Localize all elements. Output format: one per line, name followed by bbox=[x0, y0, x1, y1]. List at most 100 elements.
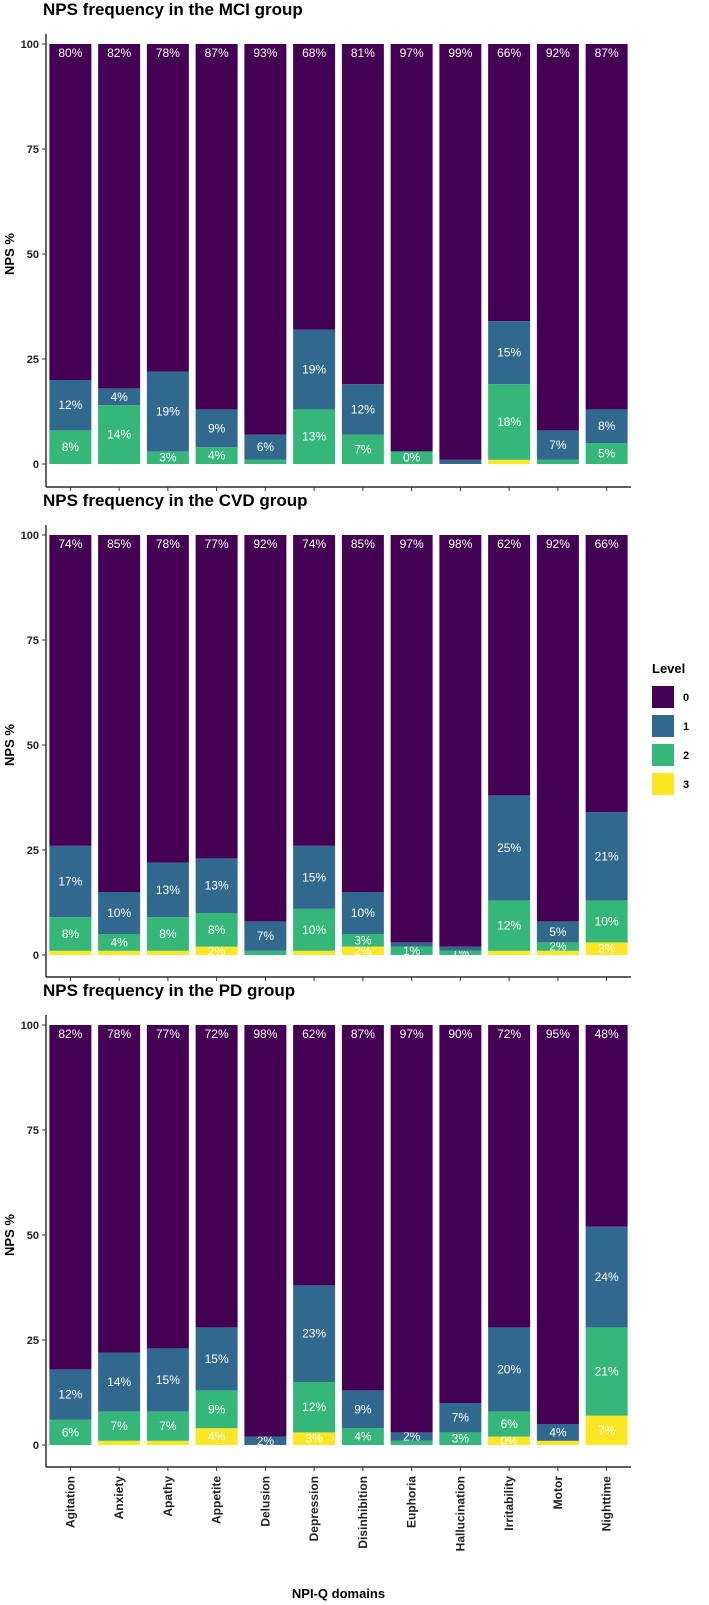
bar-irritability-level-2 bbox=[488, 384, 531, 460]
bar-apathy-level-2 bbox=[146, 451, 189, 464]
legend-swatch-level-1 bbox=[652, 715, 674, 737]
bar-delusion-level-0 bbox=[244, 535, 287, 922]
bar-irritability-level-0 bbox=[488, 44, 531, 322]
bar-nighttime-level-3 bbox=[585, 942, 628, 955]
bar-disinhibition-level-2 bbox=[341, 434, 384, 464]
bar-disinhibition-level-0 bbox=[341, 535, 384, 892]
bar-depression-level-1 bbox=[293, 845, 336, 909]
bar-euphoria-level-0 bbox=[390, 1025, 433, 1433]
bar-irritability-level-2 bbox=[488, 1411, 531, 1437]
bar-value-label: 98% bbox=[448, 537, 472, 551]
legend-swatch-level-3 bbox=[652, 773, 674, 795]
bar-apathy-level-3 bbox=[146, 1440, 189, 1445]
bar-hallucination-level-1 bbox=[439, 459, 482, 464]
bar-anxiety-level-0 bbox=[98, 44, 141, 389]
bar-irritability-level-1 bbox=[488, 1327, 531, 1412]
bar-irritability-level-3 bbox=[488, 459, 531, 464]
y-tick-label: 100 bbox=[21, 1020, 39, 1032]
bar-value-label: 14% bbox=[107, 428, 131, 442]
bar-value-label: 14% bbox=[107, 1375, 131, 1389]
x-tick-label-apathy: Apathy bbox=[161, 1476, 175, 1517]
x-tick-label-disinhibition: Disinhibition bbox=[356, 1476, 370, 1549]
bar-euphoria-level-1 bbox=[390, 942, 433, 947]
bar-euphoria-level-0 bbox=[390, 535, 433, 943]
bar-depression-level-0 bbox=[293, 535, 336, 846]
bar-irritability-level-3 bbox=[488, 950, 531, 955]
bar-agitation-level-1 bbox=[49, 380, 92, 431]
bar-motor-level-1 bbox=[536, 921, 579, 943]
legend-label-level-1: 1 bbox=[683, 721, 689, 733]
bar-value-label: 66% bbox=[497, 46, 521, 60]
bar-value-label: 3% bbox=[598, 942, 616, 956]
x-tick-label-delusion: Delusion bbox=[258, 1476, 272, 1527]
bar-motor-level-1 bbox=[536, 430, 579, 460]
bar-value-label: 19% bbox=[302, 363, 326, 377]
legend-swatch-level-2 bbox=[652, 744, 674, 766]
bar-value-label: 74% bbox=[302, 537, 326, 551]
bar-value-label: 24% bbox=[595, 1270, 619, 1284]
bar-disinhibition-level-0 bbox=[341, 1025, 384, 1391]
bar-hallucination-level-1 bbox=[439, 946, 482, 951]
bar-depression-level-3 bbox=[293, 1432, 336, 1445]
bar-hallucination-level-1 bbox=[439, 1403, 482, 1433]
y-tick-label: 0 bbox=[33, 950, 39, 962]
bar-value-label: 90% bbox=[448, 1027, 472, 1041]
bar-value-label: 80% bbox=[58, 46, 82, 60]
bar-motor-level-0 bbox=[536, 535, 579, 922]
bar-value-label: 98% bbox=[253, 1027, 277, 1041]
bar-value-label: 8% bbox=[62, 927, 80, 941]
bar-value-label: 4% bbox=[208, 1430, 226, 1444]
bar-value-label: 1% bbox=[403, 944, 421, 958]
bar-value-label: 68% bbox=[302, 46, 326, 60]
bar-value-label: 74% bbox=[58, 537, 82, 551]
bar-value-label: 6% bbox=[257, 440, 275, 454]
bar-value-label: 87% bbox=[595, 46, 619, 60]
bar-value-label: 92% bbox=[546, 46, 570, 60]
bar-value-label: 17% bbox=[58, 875, 82, 889]
bar-value-label: 7% bbox=[110, 1419, 128, 1433]
bar-value-label: 7% bbox=[159, 1419, 177, 1433]
bar-agitation-level-0 bbox=[49, 535, 92, 846]
bar-apathy-level-1 bbox=[146, 862, 189, 918]
bar-value-label: 13% bbox=[156, 883, 180, 897]
bar-disinhibition-level-2 bbox=[341, 934, 384, 947]
y-tick-label: 25 bbox=[27, 845, 39, 857]
legend-label-level-2: 2 bbox=[683, 750, 689, 762]
y-tick-label: 100 bbox=[21, 39, 39, 51]
bar-agitation-level-2 bbox=[49, 1419, 92, 1445]
bar-appetite-level-1 bbox=[195, 1327, 238, 1391]
legend-title: Level bbox=[652, 661, 685, 676]
bar-value-label: 87% bbox=[205, 46, 229, 60]
bar-value-label: 5% bbox=[598, 447, 616, 461]
bar-nighttime-level-2 bbox=[585, 443, 628, 464]
bar-value-label: 4% bbox=[354, 1430, 372, 1444]
bar-agitation-level-2 bbox=[49, 430, 92, 464]
y-tick-label: 75 bbox=[27, 144, 39, 156]
bar-depression-level-2 bbox=[293, 908, 336, 951]
bar-value-label: 8% bbox=[62, 440, 80, 454]
bar-value-label: 97% bbox=[400, 537, 424, 551]
bar-value-label: 95% bbox=[546, 1027, 570, 1041]
bar-value-label: 72% bbox=[497, 1027, 521, 1041]
chart-panel-2: NPS frequency in the CVD group NPS % 0 25 50… bbox=[2, 491, 631, 981]
bar-delusion-level-1 bbox=[244, 434, 287, 460]
x-axis-label: NPI-Q domains bbox=[292, 1586, 385, 1601]
bar-appetite-level-2 bbox=[195, 913, 238, 947]
bar-value-label: 48% bbox=[595, 1027, 619, 1041]
bar-motor-level-2 bbox=[536, 459, 579, 464]
bar-agitation-level-3 bbox=[49, 950, 92, 955]
bar-hallucination-level-2 bbox=[439, 1432, 482, 1445]
bar-apathy-level-1 bbox=[146, 1348, 189, 1412]
bar-value-label: 2% bbox=[257, 1434, 275, 1448]
bar-motor-level-0 bbox=[536, 1025, 579, 1424]
bar-value-label: 4% bbox=[549, 1425, 567, 1439]
bar-value-label: 6% bbox=[500, 1417, 518, 1431]
bar-anxiety-level-2 bbox=[98, 934, 141, 951]
bar-value-label: 8% bbox=[598, 419, 616, 433]
bar-value-label: 7% bbox=[452, 1411, 470, 1425]
x-tick-label-hallucination: Hallucination bbox=[453, 1476, 467, 1551]
bar-anxiety-level-2 bbox=[98, 405, 141, 464]
bar-irritability-level-0 bbox=[488, 1025, 531, 1328]
chart-panel-1: NPS frequency in the MCI group NPS % 0 25 50… bbox=[2, 0, 631, 491]
chart-title: NPS frequency in the CVD group bbox=[43, 491, 307, 510]
